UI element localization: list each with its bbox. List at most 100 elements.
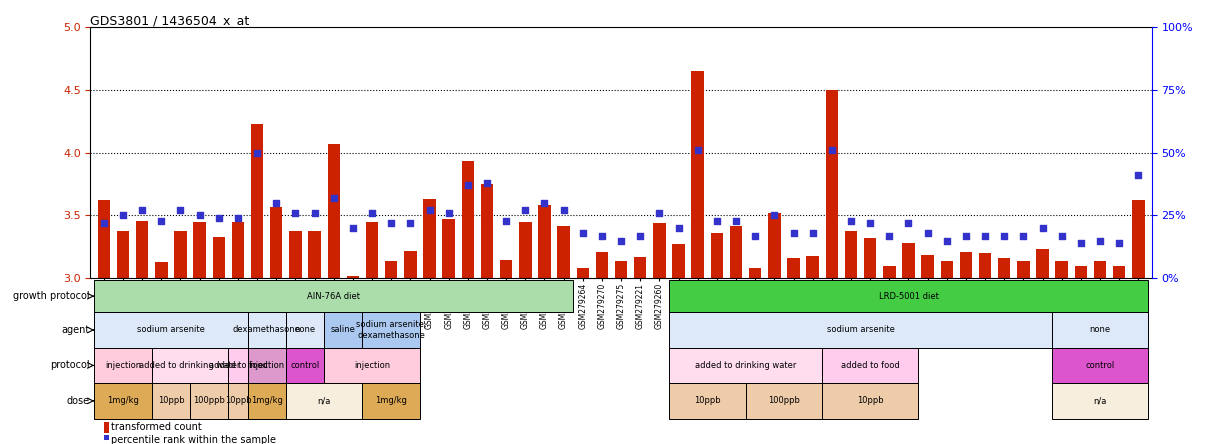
Bar	[228, 348, 247, 383]
Bar	[960, 252, 972, 278]
Bar	[443, 219, 455, 278]
Point	[497, 217, 516, 224]
Bar	[324, 312, 363, 348]
Text: injection: injection	[248, 361, 285, 370]
Point	[363, 210, 382, 217]
Bar	[481, 184, 493, 278]
Point	[631, 232, 650, 239]
Bar	[247, 348, 286, 383]
Point	[267, 199, 286, 206]
Point	[133, 207, 152, 214]
Text: 1mg/kg: 1mg/kg	[251, 396, 282, 405]
Bar	[104, 435, 109, 444]
Point	[956, 232, 976, 239]
Bar	[669, 383, 745, 419]
Bar	[94, 312, 247, 348]
Text: 1mg/kg: 1mg/kg	[375, 396, 408, 405]
Bar	[921, 254, 933, 278]
Point	[1110, 240, 1129, 247]
Point	[650, 210, 669, 217]
Bar	[745, 383, 822, 419]
Text: GDS3801 / 1436504_x_at: GDS3801 / 1436504_x_at	[90, 14, 250, 27]
Bar	[462, 161, 474, 278]
Bar	[286, 348, 324, 383]
Bar	[363, 383, 420, 419]
Bar	[247, 312, 286, 348]
Bar	[152, 383, 191, 419]
Bar	[286, 312, 324, 348]
Point	[669, 225, 689, 232]
Point	[113, 212, 133, 219]
Point	[478, 179, 497, 186]
Bar	[286, 348, 324, 383]
Bar	[1017, 261, 1030, 278]
Bar	[634, 257, 646, 278]
Text: none: none	[294, 325, 316, 334]
Point	[822, 147, 842, 154]
Bar	[669, 312, 1052, 348]
Bar	[94, 280, 573, 312]
Bar	[1075, 266, 1087, 278]
Point	[1032, 225, 1052, 232]
Point	[995, 232, 1014, 239]
Bar	[365, 222, 379, 278]
Point	[1090, 237, 1110, 244]
Bar	[193, 222, 206, 278]
Bar	[286, 312, 324, 348]
Text: added to drinking water: added to drinking water	[695, 361, 796, 370]
Bar	[363, 383, 420, 419]
Text: added to drinking water: added to drinking water	[140, 361, 241, 370]
Point	[898, 219, 918, 226]
Bar	[423, 199, 435, 278]
Point	[765, 212, 784, 219]
Bar	[822, 383, 918, 419]
Point	[726, 217, 745, 224]
Bar	[324, 348, 420, 383]
Bar	[730, 226, 742, 278]
Point	[1052, 232, 1071, 239]
Point	[286, 210, 305, 217]
Point	[689, 147, 708, 154]
Point	[1071, 240, 1090, 247]
Bar	[788, 258, 800, 278]
Bar	[289, 230, 302, 278]
Bar	[94, 383, 152, 419]
Text: percentile rank within the sample: percentile rank within the sample	[111, 435, 275, 444]
Bar	[1094, 261, 1106, 278]
Bar	[324, 312, 363, 348]
Text: protocol: protocol	[51, 361, 90, 370]
Text: injection: injection	[105, 361, 141, 370]
Point	[94, 219, 113, 226]
Bar	[557, 226, 570, 278]
Text: 1mg/kg: 1mg/kg	[107, 396, 139, 405]
Bar	[363, 312, 420, 348]
Bar	[669, 348, 822, 383]
Bar	[822, 348, 918, 383]
Point	[937, 237, 956, 244]
Point	[860, 219, 879, 226]
Bar	[672, 245, 685, 278]
Bar	[1055, 261, 1069, 278]
Bar	[363, 312, 420, 348]
Point	[1129, 172, 1148, 179]
Bar	[232, 222, 244, 278]
Point	[381, 219, 400, 226]
Bar	[286, 383, 363, 419]
Point	[516, 207, 535, 214]
Bar	[286, 383, 363, 419]
Text: AIN-76A diet: AIN-76A diet	[308, 292, 361, 301]
Bar	[174, 230, 187, 278]
Text: sodium arsenite,
dexamethasone: sodium arsenite, dexamethasone	[356, 320, 427, 340]
Bar	[247, 312, 286, 348]
Bar	[807, 256, 819, 278]
Bar	[228, 383, 247, 419]
Point	[171, 207, 191, 214]
Text: 10ppb: 10ppb	[224, 396, 251, 405]
Bar	[404, 251, 416, 278]
Point	[420, 207, 439, 214]
Bar	[822, 383, 918, 419]
Bar	[902, 243, 914, 278]
Bar	[328, 144, 340, 278]
Bar	[883, 266, 896, 278]
Bar	[309, 230, 321, 278]
